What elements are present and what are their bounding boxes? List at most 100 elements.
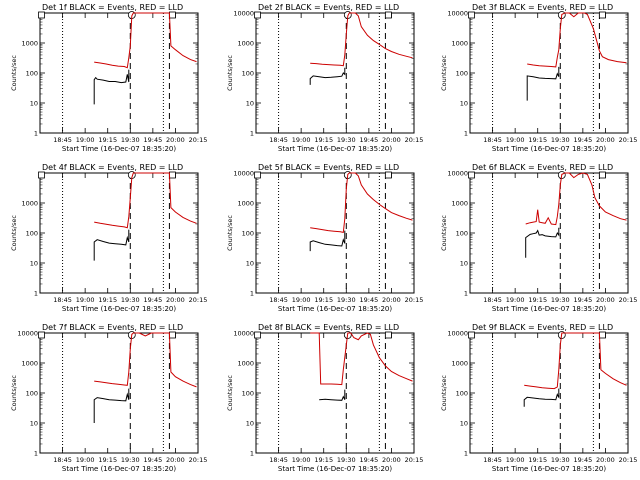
x-tick-label: 19:30 bbox=[551, 456, 570, 464]
x-axis-label: Start Time (16-Dec-07 18:35:20) bbox=[278, 145, 392, 153]
y-tick-label: 100 bbox=[26, 69, 38, 77]
attenuator-square-marker bbox=[169, 171, 176, 179]
x-tick-label: 20:00 bbox=[166, 296, 185, 304]
x-tick-label: 18:45 bbox=[483, 136, 502, 144]
y-tick-label: 100 bbox=[242, 69, 254, 77]
y-tick-label: 100 bbox=[26, 389, 38, 397]
x-tick-label: 19:30 bbox=[337, 456, 356, 464]
x-tick-label: 20:15 bbox=[405, 296, 424, 304]
x-tick-label: 18:45 bbox=[269, 456, 288, 464]
x-axis-label: Start Time (16-Dec-07 18:35:20) bbox=[62, 145, 176, 153]
y-tick-label: 1 bbox=[34, 129, 38, 137]
x-tick-label: 19:30 bbox=[121, 296, 140, 304]
attenuator-square-marker bbox=[599, 171, 606, 179]
y-tick-label: 1000 bbox=[451, 39, 468, 47]
y-tick-label: 1000 bbox=[451, 359, 468, 367]
x-tick-label: 20:00 bbox=[596, 456, 615, 464]
x-tick-label: 19:45 bbox=[573, 296, 592, 304]
y-tick-label: 10 bbox=[30, 419, 38, 427]
y-axis-label: Counts/sec bbox=[440, 215, 448, 251]
panel-title: Det 9f BLACK = Events, RED = LLD bbox=[472, 323, 613, 332]
x-tick-label: 19:00 bbox=[292, 456, 311, 464]
y-axis-label: Counts/sec bbox=[226, 215, 234, 251]
x-tick-label: 19:00 bbox=[292, 136, 311, 144]
y-tick-label: 10000 bbox=[233, 9, 254, 17]
y-tick-label: 10 bbox=[30, 259, 38, 267]
attenuator-square-marker bbox=[599, 331, 606, 339]
x-axis-label: Start Time (16-Dec-07 18:35:20) bbox=[62, 305, 176, 313]
y-tick-label: 10 bbox=[246, 419, 254, 427]
x-tick-label: 20:00 bbox=[596, 296, 615, 304]
panel-title: Det 1f BLACK = Events, RED = LLD bbox=[42, 3, 183, 12]
x-tick-label: 19:30 bbox=[121, 456, 140, 464]
y-tick-label: 100 bbox=[456, 69, 468, 77]
panel-title: Det 6f BLACK = Events, RED = LLD bbox=[472, 163, 613, 172]
x-tick-label: 19:45 bbox=[573, 136, 592, 144]
detector-panel: Det 1f BLACK = Events, RED = LLD 1 10 100 10… bbox=[10, 3, 207, 153]
lld-series-line bbox=[94, 12, 197, 69]
panel-title: Det 7f BLACK = Events, RED = LLD bbox=[42, 323, 183, 332]
attenuator-square-marker bbox=[38, 171, 45, 179]
attenuator-square-marker bbox=[599, 11, 606, 19]
x-axis-label: Start Time (16-Dec-07 18:35:20) bbox=[278, 465, 392, 473]
x-tick-label: 18:45 bbox=[53, 296, 72, 304]
lld-series-line bbox=[94, 172, 197, 229]
x-tick-label: 19:30 bbox=[337, 296, 356, 304]
attenuator-square-marker bbox=[254, 11, 261, 19]
y-tick-label: 1000 bbox=[237, 39, 254, 47]
x-tick-label: 19:30 bbox=[121, 136, 140, 144]
x-tick-label: 19:30 bbox=[551, 296, 570, 304]
y-tick-label: 100 bbox=[242, 229, 254, 237]
y-axis-label: Counts/sec bbox=[10, 215, 18, 251]
x-tick-label: 20:00 bbox=[596, 136, 615, 144]
x-tick-label: 20:15 bbox=[619, 456, 638, 464]
y-tick-label: 1 bbox=[250, 129, 254, 137]
detector-panel: Det 8f BLACK = Events, RED = LLD 1 10 100 10… bbox=[226, 323, 423, 473]
x-tick-label: 20:00 bbox=[382, 296, 401, 304]
x-tick-label: 20:15 bbox=[405, 456, 424, 464]
events-series-line bbox=[526, 66, 560, 101]
y-tick-label: 10000 bbox=[17, 329, 38, 337]
attenuator-square-marker bbox=[169, 11, 176, 19]
x-tick-label: 19:15 bbox=[528, 136, 547, 144]
y-tick-label: 10 bbox=[246, 99, 254, 107]
x-tick-label: 19:00 bbox=[506, 136, 525, 144]
x-tick-label: 19:15 bbox=[528, 456, 547, 464]
y-tick-label: 10000 bbox=[447, 329, 468, 337]
x-axis-label: Start Time (16-Dec-07 18:35:20) bbox=[492, 145, 606, 153]
y-axis-label: Counts/sec bbox=[226, 55, 234, 91]
y-tick-label: 1 bbox=[34, 449, 38, 457]
detector-panel: Det 3f BLACK = Events, RED = LLD 1 10 100 10… bbox=[440, 3, 637, 153]
y-axis-label: Counts/sec bbox=[10, 375, 18, 411]
detector-panel: Det 5f BLACK = Events, RED = LLD 1 10 100 10… bbox=[226, 163, 423, 313]
events-series-line bbox=[523, 388, 560, 407]
x-tick-label: 20:15 bbox=[619, 136, 638, 144]
attenuator-square-marker bbox=[38, 331, 45, 339]
detector-panel: Det 7f BLACK = Events, RED = LLD 1 10 100 10… bbox=[10, 323, 207, 473]
events-series-line bbox=[319, 389, 346, 401]
x-tick-label: 19:30 bbox=[337, 136, 356, 144]
y-tick-label: 1000 bbox=[21, 199, 38, 207]
attenuator-square-marker bbox=[385, 171, 392, 179]
x-tick-label: 19:00 bbox=[506, 296, 525, 304]
events-series-line bbox=[309, 67, 346, 85]
x-tick-label: 18:45 bbox=[269, 136, 288, 144]
y-tick-label: 1 bbox=[464, 449, 468, 457]
y-tick-label: 10000 bbox=[447, 169, 468, 177]
x-tick-label: 20:15 bbox=[405, 136, 424, 144]
x-tick-label: 19:45 bbox=[359, 136, 378, 144]
x-tick-label: 19:45 bbox=[143, 456, 162, 464]
x-tick-label: 19:45 bbox=[143, 136, 162, 144]
x-tick-label: 18:45 bbox=[53, 456, 72, 464]
attenuator-square-marker bbox=[468, 331, 475, 339]
y-tick-label: 1000 bbox=[451, 199, 468, 207]
y-tick-label: 10000 bbox=[447, 9, 468, 17]
y-axis-label: Counts/sec bbox=[440, 375, 448, 411]
events-series-line bbox=[93, 69, 130, 105]
attenuator-square-marker bbox=[385, 331, 392, 339]
lld-series-line bbox=[525, 172, 627, 226]
x-tick-label: 19:00 bbox=[76, 456, 95, 464]
y-tick-label: 10 bbox=[460, 419, 468, 427]
lld-series-line bbox=[94, 332, 197, 388]
